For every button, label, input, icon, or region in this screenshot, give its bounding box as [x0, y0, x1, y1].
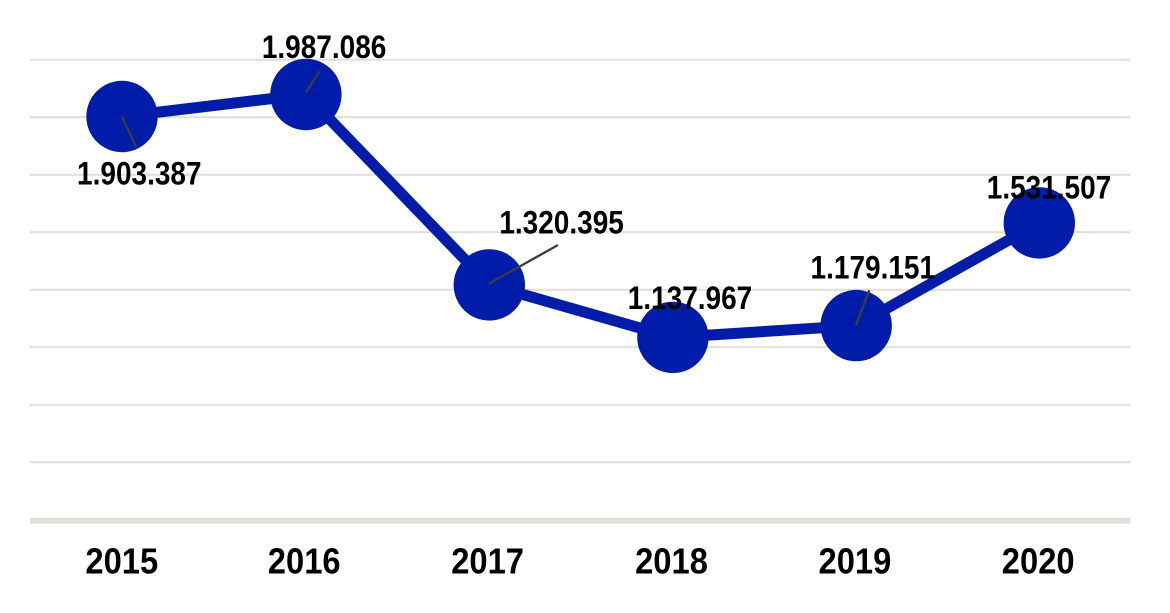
- svg-text:1.531.507: 1.531.507: [987, 169, 1112, 205]
- svg-text:1.179.151: 1.179.151: [811, 249, 936, 285]
- svg-text:1.137.967: 1.137.967: [628, 280, 753, 316]
- svg-text:1.903.387: 1.903.387: [77, 156, 202, 192]
- svg-text:1.320.395: 1.320.395: [499, 205, 624, 241]
- svg-text:2016: 2016: [268, 542, 341, 582]
- svg-text:2017: 2017: [451, 542, 524, 582]
- svg-text:2018: 2018: [635, 542, 708, 582]
- svg-text:1.987.086: 1.987.086: [262, 29, 387, 65]
- svg-text:2015: 2015: [85, 542, 158, 582]
- svg-text:2020: 2020: [1002, 542, 1075, 582]
- svg-text:2019: 2019: [819, 542, 892, 582]
